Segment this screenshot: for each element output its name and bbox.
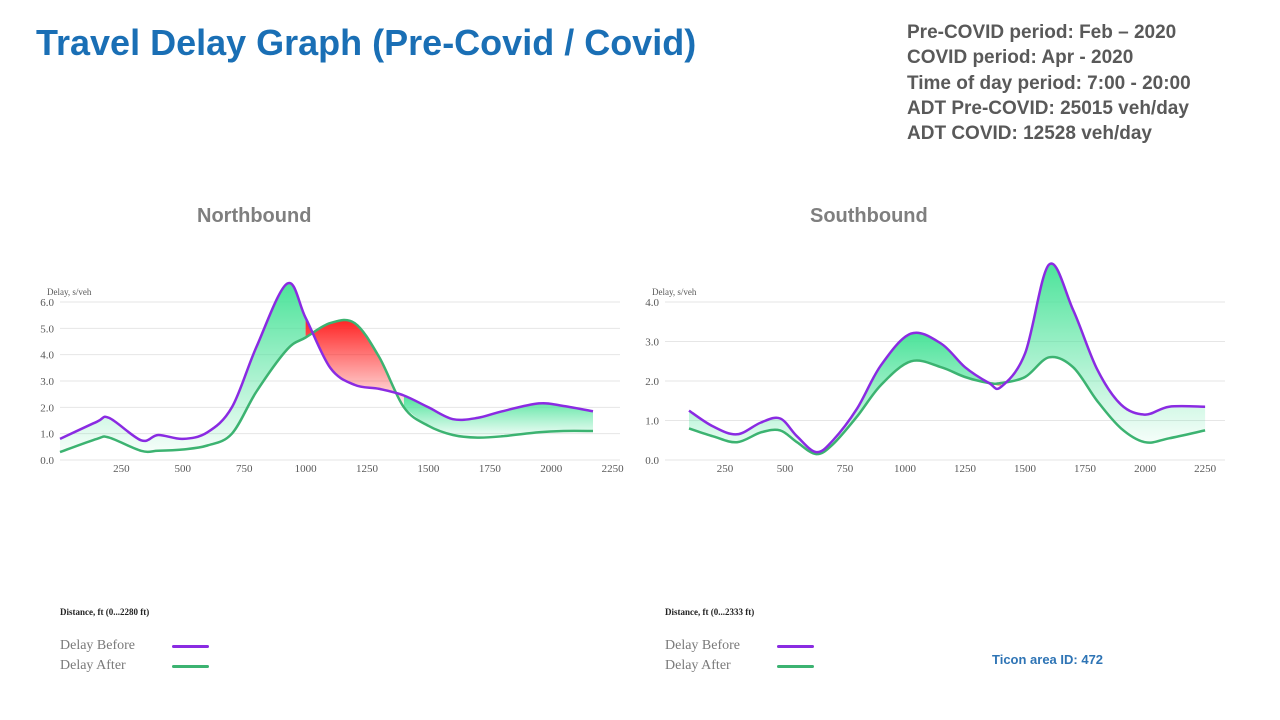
legend-swatch-delay-after xyxy=(777,664,814,668)
southbound-y-axis-label: Delay, s/veh xyxy=(652,287,697,297)
northbound-chart-title: Northbound xyxy=(197,205,312,227)
series-line-delay-before xyxy=(59,281,594,443)
x-tick-label: 2250 xyxy=(1194,463,1217,475)
x-tick-label: 500 xyxy=(175,463,192,475)
x-tick-label: 1250 xyxy=(954,463,977,475)
southbound-chart-title: Southbound xyxy=(810,205,928,227)
x-tick-label: 2000 xyxy=(540,463,563,475)
y-tick-label: 4.0 xyxy=(40,350,54,362)
y-tick-label: 1.0 xyxy=(645,416,659,428)
southbound-chart: 0.0 1.0 2.0 3.0 4.0 250 500 750 1000 1250 1500 1750… xyxy=(645,262,1225,475)
delay-reduction-area xyxy=(403,395,593,438)
x-tick-label: 1750 xyxy=(1074,463,1097,475)
northbound-y-axis-label: Delay, s/veh xyxy=(47,287,92,297)
northbound-x-axis-label: Distance, ft (0...2280 ft) xyxy=(60,607,150,617)
legend-swatch-delay-before xyxy=(172,644,209,648)
y-tick-label: 5.0 xyxy=(40,323,54,335)
y-tick-label: 0.0 xyxy=(645,455,659,467)
page-title: Travel Delay Graph (Pre-Covid / Covid) xyxy=(36,22,697,63)
ticon-area-id: Ticon area ID: 472 xyxy=(992,652,1104,667)
y-tick-label: 0.0 xyxy=(40,455,54,467)
series-line-delay-after xyxy=(688,355,1206,456)
legend-item-delay-after: Delay After xyxy=(60,656,209,676)
info-time-of-day: Time of day period: 7:00 - 20:00 xyxy=(907,72,1191,94)
series-line-delay-before xyxy=(688,262,1206,454)
x-tick-label: 1000 xyxy=(894,463,917,475)
series-line-delay-after xyxy=(59,318,594,454)
x-tick-label: 1000 xyxy=(295,463,318,475)
legend-label-delay-before: Delay Before xyxy=(665,638,741,653)
x-tick-label: 500 xyxy=(777,463,794,475)
x-tick-label: 750 xyxy=(837,463,854,475)
x-tick-label: 1500 xyxy=(1014,463,1037,475)
legend-label-delay-before: Delay Before xyxy=(60,638,136,653)
y-tick-label: 6.0 xyxy=(40,297,54,309)
delay-reduction-area xyxy=(689,332,989,455)
x-tick-label: 750 xyxy=(236,463,253,475)
x-tick-label: 250 xyxy=(717,463,734,475)
info-covid-period: COVID period: Apr - 2020 xyxy=(907,47,1134,69)
x-tick-label: 1750 xyxy=(479,463,502,475)
x-tick-label: 2000 xyxy=(1134,463,1157,475)
delay-reduction-area xyxy=(1001,263,1206,443)
legend-item-delay-after: Delay After xyxy=(665,656,814,676)
delay-reduction-area xyxy=(60,283,306,453)
x-tick-label: 1500 xyxy=(417,463,440,475)
x-tick-label: 1250 xyxy=(356,463,379,475)
legend-label-delay-after: Delay After xyxy=(665,658,731,673)
southbound-x-axis-label: Distance, ft (0...2333 ft) xyxy=(665,607,755,617)
y-tick-label: 2.0 xyxy=(645,376,659,388)
x-tick-label: 250 xyxy=(113,463,130,475)
legend-item-delay-before: Delay Before xyxy=(60,636,209,656)
legend-item-delay-before: Delay Before xyxy=(665,636,814,656)
y-tick-label: 1.0 xyxy=(40,429,54,441)
info-adt-covid: ADT COVID: 12528 veh/day xyxy=(907,123,1152,145)
legend-swatch-delay-before xyxy=(777,644,814,648)
info-adt-pre-covid: ADT Pre-COVID: 25015 veh/day xyxy=(907,97,1189,119)
y-tick-label: 3.0 xyxy=(40,376,54,388)
southbound-legend: Delay Before Delay After xyxy=(665,636,814,676)
legend-label-delay-after: Delay After xyxy=(60,658,126,673)
legend-swatch-delay-after xyxy=(172,664,209,668)
info-pre-covid-period: Pre-COVID period: Feb – 2020 xyxy=(907,22,1177,43)
period-info: Pre-COVID period: Feb – 2020 COVID perio… xyxy=(907,20,1191,146)
y-tick-label: 3.0 xyxy=(645,337,659,349)
x-tick-label: 2250 xyxy=(602,463,625,475)
northbound-legend: Delay Before Delay After xyxy=(60,636,209,676)
y-tick-label: 2.0 xyxy=(40,402,54,414)
y-tick-label: 4.0 xyxy=(645,297,659,309)
northbound-chart: 0.0 1.0 2.0 3.0 4.0 5.0 6.0 250 500 750 1000 1250 15… xyxy=(40,281,624,475)
delay-increase-area xyxy=(305,317,404,408)
